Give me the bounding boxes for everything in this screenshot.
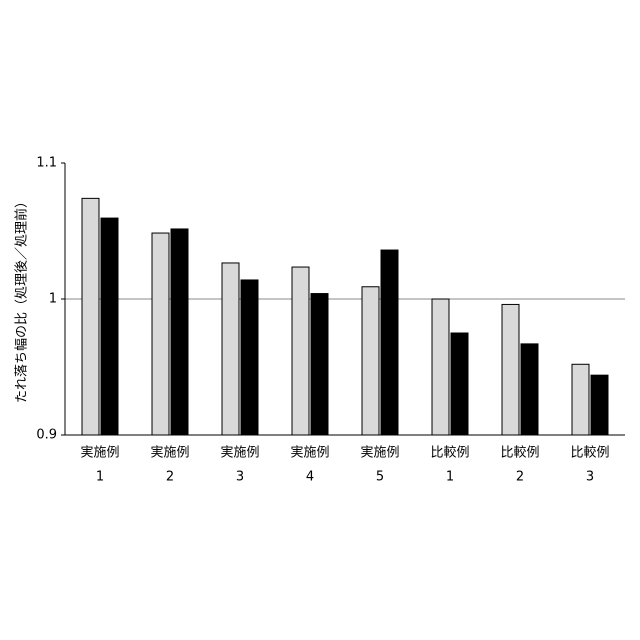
x-tick-label: 1 <box>96 470 104 485</box>
x-tick-label: 4 <box>306 470 314 485</box>
x-tick-label: 3 <box>236 470 244 485</box>
x-tick-label: 5 <box>376 470 384 485</box>
x-tick-label: 比較例 <box>430 446 469 461</box>
x-tick-label: 1 <box>446 470 454 485</box>
bar <box>572 364 589 435</box>
bar <box>101 218 118 435</box>
x-tick-label: 2 <box>516 470 524 485</box>
bar <box>521 344 538 435</box>
bar <box>451 333 468 435</box>
x-tick-label: 2 <box>166 470 174 485</box>
x-tick-label: 実施例 <box>80 445 119 461</box>
bar <box>241 280 258 435</box>
bar <box>502 304 519 435</box>
bar <box>152 233 169 435</box>
bar <box>82 198 99 435</box>
y-tick-label: 1 <box>49 292 57 307</box>
chart: たれ落ち幅の比（処理後／処理前） 0.9 1 1.1 実施例 1 実施例 2 実施例 3 実施例 4… <box>0 0 640 640</box>
bar <box>171 229 188 435</box>
x-tick-label: 比較例 <box>570 446 609 461</box>
bar <box>591 375 608 435</box>
x-tick-label: 比較例 <box>500 446 539 461</box>
bar <box>432 299 449 435</box>
y-tick-label: 0.9 <box>36 428 57 443</box>
x-tick-label: 実施例 <box>290 445 329 461</box>
y-tick-label: 1.1 <box>36 156 57 171</box>
x-tick-label: 実施例 <box>220 445 259 461</box>
x-tick-label: 3 <box>586 470 594 485</box>
x-tick-label: 実施例 <box>360 445 399 461</box>
bar <box>381 250 398 435</box>
bar <box>292 267 309 435</box>
bar <box>222 263 239 435</box>
x-tick-label: 実施例 <box>150 445 189 461</box>
bar <box>311 294 328 435</box>
y-axis-label: たれ落ち幅の比（処理後／処理前） <box>14 195 30 403</box>
bar <box>362 287 379 435</box>
